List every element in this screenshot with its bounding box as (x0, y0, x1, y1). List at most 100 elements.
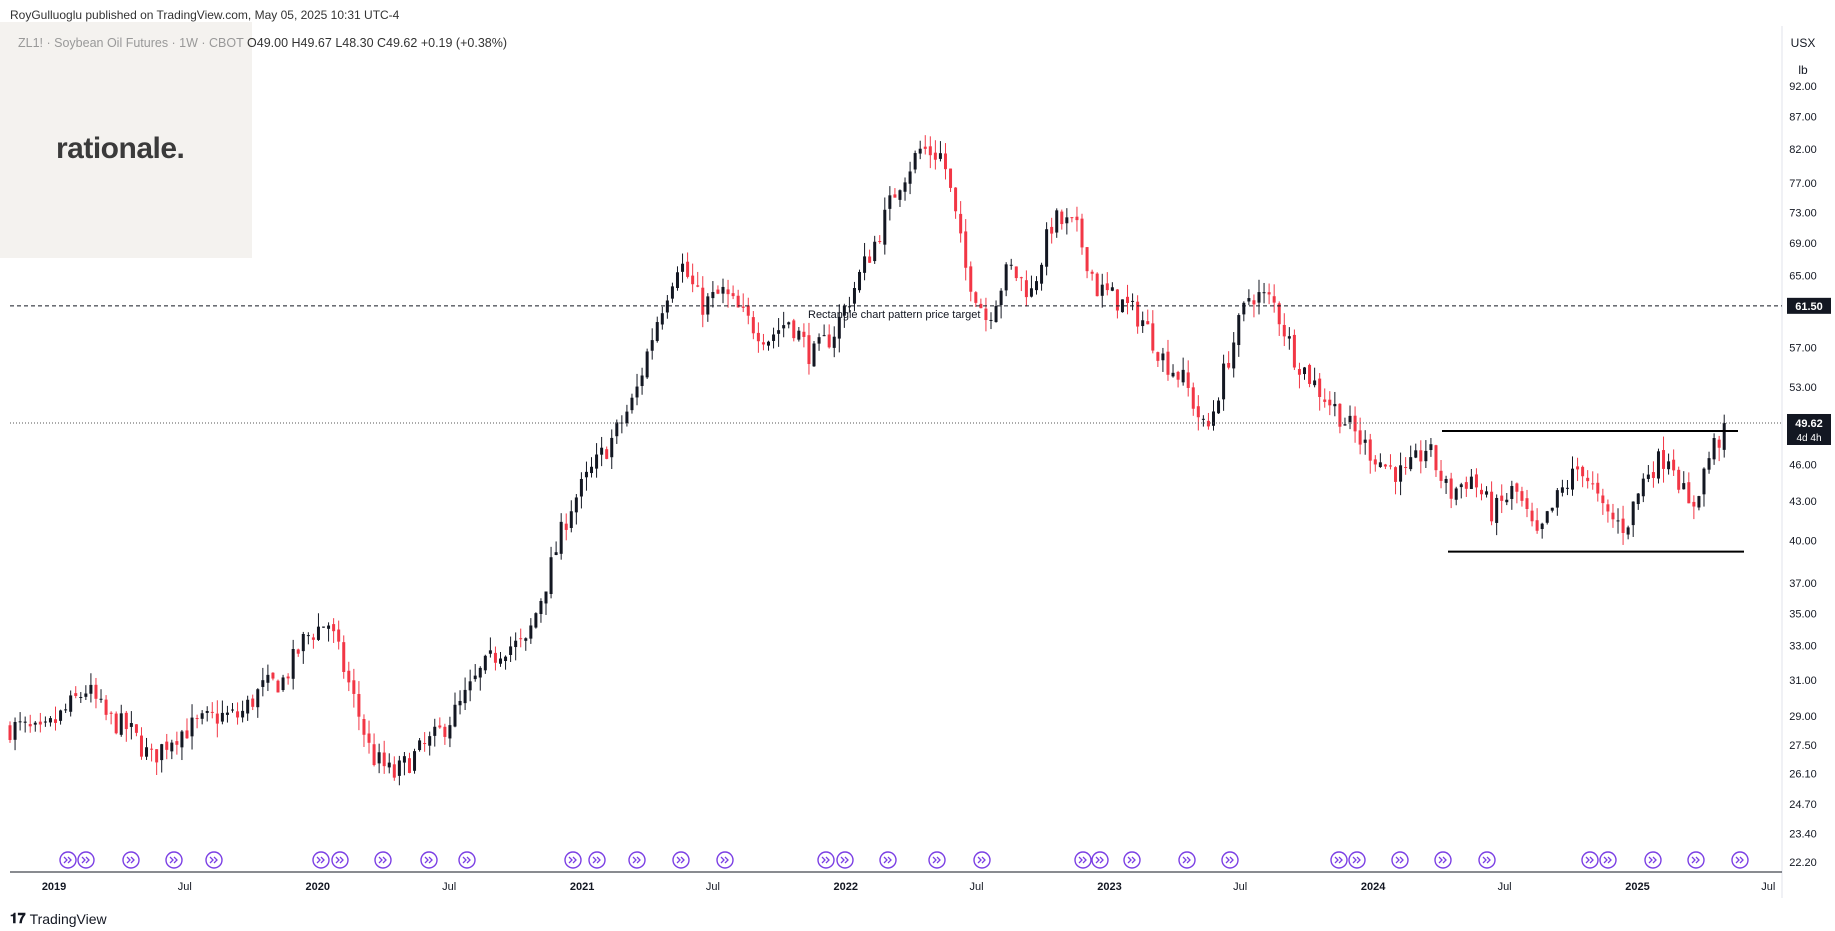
rollover-event-icon[interactable] (458, 851, 476, 869)
rollover-event-icon[interactable] (628, 851, 646, 869)
time-tick-label: Jul (442, 881, 456, 893)
candle (1601, 488, 1605, 515)
rollover-event-icon[interactable] (1123, 851, 1141, 869)
candle (670, 282, 674, 303)
symbol-name[interactable]: ZL1! · Soybean Oil Futures · 1W · CBOT (18, 36, 244, 50)
rollover-event-icon[interactable] (420, 851, 438, 869)
candle (863, 242, 867, 281)
candle (155, 749, 159, 776)
rollover-event-icon[interactable] (879, 851, 897, 869)
candle (74, 686, 78, 699)
candle (327, 622, 331, 642)
candle (1287, 327, 1291, 350)
publisher-name[interactable]: RoyGulluoglu published on TradingView.co… (10, 8, 252, 22)
candle (1201, 415, 1205, 427)
candle (488, 637, 492, 658)
candle (1414, 443, 1418, 459)
candle (316, 613, 320, 641)
rollover-event-icon[interactable] (1687, 851, 1705, 869)
price-scale[interactable]: 92.00 87.00 82.00 77.00 73.00 69.00 65.00 57.00… (1787, 81, 1831, 869)
candle (1277, 301, 1281, 336)
price-tick-label: 65.00 (1789, 271, 1817, 283)
candle (721, 278, 725, 304)
rollover-event-icon[interactable] (1391, 851, 1409, 869)
rollover-event-icon[interactable] (59, 851, 77, 869)
time-tick-label: 2021 (570, 881, 594, 893)
price-target-annotation[interactable]: Rectangle chart pattern price target (808, 309, 980, 321)
time-scale[interactable]: 2019 Jul 2020 Jul 2021 Jul 2022 Jul 2023 Jul 2024 J… (42, 881, 1775, 893)
candle (1262, 282, 1266, 304)
rollover-event-icon[interactable] (77, 851, 95, 869)
candle (807, 322, 811, 375)
candle (1525, 489, 1529, 518)
candle (675, 266, 679, 291)
candle (706, 293, 710, 322)
rollover-event-icon[interactable] (588, 851, 606, 869)
candle (296, 648, 300, 657)
candle (402, 751, 406, 776)
close-value: C49.62 (377, 36, 418, 50)
candle (1004, 262, 1008, 297)
candle (913, 150, 917, 174)
rollover-event-icon[interactable] (1599, 851, 1617, 869)
candle (1313, 367, 1317, 388)
candle (271, 672, 275, 681)
unit-label[interactable]: lb (1798, 63, 1808, 77)
candle (1323, 388, 1327, 408)
currency-label[interactable]: USX (1790, 36, 1816, 50)
candle (347, 661, 351, 692)
candle (1060, 209, 1064, 230)
candle (792, 318, 796, 342)
candle (731, 285, 735, 300)
rollover-event-icon[interactable] (1478, 851, 1496, 869)
rollover-event-icon[interactable] (1434, 851, 1452, 869)
candle (741, 293, 745, 313)
candle (1171, 364, 1175, 378)
candle (1217, 397, 1221, 414)
candle (337, 620, 341, 650)
candle (529, 618, 533, 644)
tradingview-brand[interactable]: 𝟏𝟕 TradingView (10, 910, 107, 927)
rollover-event-icon[interactable] (672, 851, 690, 869)
rollover-event-icon[interactable] (1074, 851, 1092, 869)
rollover-event-icon[interactable] (165, 851, 183, 869)
rollover-event-icon[interactable] (205, 851, 223, 869)
candle (832, 326, 836, 358)
candle (1105, 272, 1109, 296)
rollover-event-icon[interactable] (1221, 851, 1239, 869)
event-markers[interactable] (59, 851, 1749, 869)
rollover-event-icon[interactable] (374, 851, 392, 869)
candle (99, 689, 103, 703)
rollover-event-icon[interactable] (331, 851, 349, 869)
rollover-event-icon[interactable] (1330, 851, 1348, 869)
rollover-event-icon[interactable] (122, 851, 140, 869)
price-tick-label: 31.00 (1789, 675, 1817, 687)
rollover-event-icon[interactable] (1091, 851, 1109, 869)
time-tick-label: 2023 (1097, 881, 1121, 893)
candle (994, 300, 998, 323)
rollover-event-icon[interactable] (1644, 851, 1662, 869)
candle (69, 690, 73, 717)
rollover-event-icon[interactable] (1731, 851, 1749, 869)
rollover-event-icon[interactable] (973, 851, 991, 869)
rollover-event-icon[interactable] (564, 851, 582, 869)
candle (817, 333, 821, 351)
candle (1449, 472, 1453, 509)
time-tick-label: 2025 (1625, 881, 1649, 893)
candle (165, 733, 169, 760)
rollover-event-icon[interactable] (836, 851, 854, 869)
rollover-event-icon[interactable] (312, 851, 330, 869)
candle (544, 591, 548, 615)
candle (635, 373, 639, 406)
candle (64, 703, 68, 714)
rollover-event-icon[interactable] (1348, 851, 1366, 869)
rollover-event-icon[interactable] (1581, 851, 1599, 869)
candle (372, 733, 376, 767)
rollover-event-icon[interactable] (716, 851, 734, 869)
rollover-event-icon[interactable] (1178, 851, 1196, 869)
candle (1075, 206, 1079, 232)
rollover-event-icon[interactable] (817, 851, 835, 869)
rollover-event-icon[interactable] (928, 851, 946, 869)
candle (352, 668, 356, 708)
